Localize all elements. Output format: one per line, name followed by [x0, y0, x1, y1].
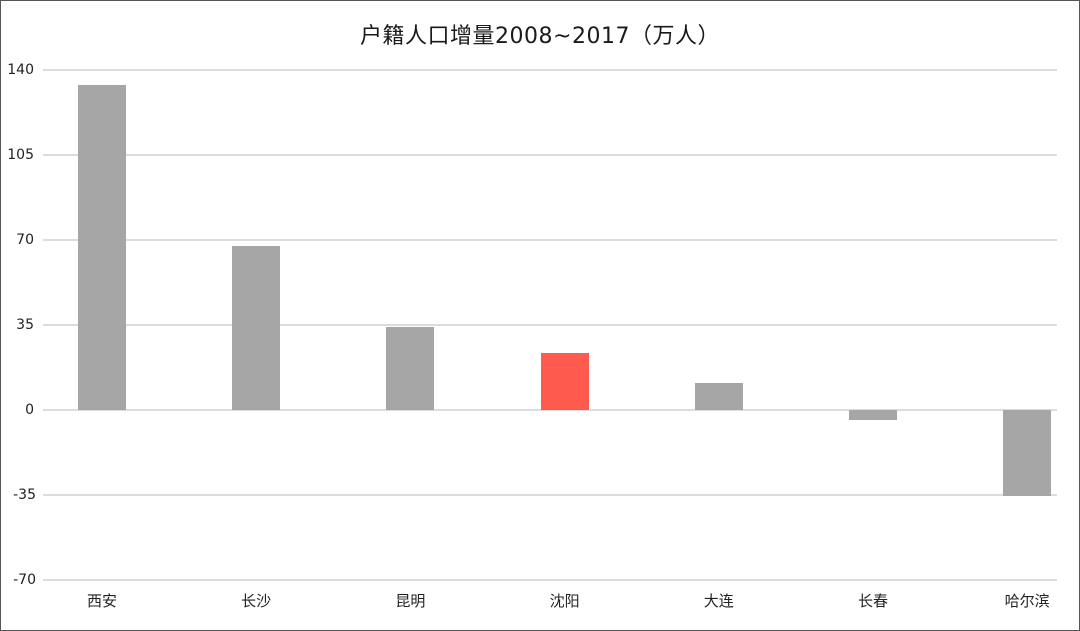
gridline [43, 409, 1057, 411]
bar-西安 [78, 84, 126, 410]
x-tick-label: 长春 [857, 592, 888, 610]
bar-沈阳 [540, 353, 589, 410]
x-tick-label: 哈尔滨 [1004, 592, 1050, 610]
y-tick-label: -70 [13, 572, 36, 588]
gridline [43, 579, 1057, 581]
x-tick-label: 长沙 [241, 592, 272, 610]
gridline [43, 494, 1057, 496]
gridline [43, 324, 1057, 326]
x-tick-label: 昆明 [395, 592, 426, 610]
bar-哈尔滨 [1003, 410, 1052, 496]
x-tick-label: 大连 [703, 592, 734, 610]
y-tick-label: 140 [7, 62, 34, 78]
bar-长春 [849, 410, 897, 420]
gridline [43, 154, 1057, 156]
y-tick-label: -35 [13, 487, 36, 503]
y-tick-label: 70 [16, 232, 34, 248]
gridline [43, 69, 1057, 71]
x-tick-label: 沈阳 [549, 592, 580, 610]
bar-大连 [694, 383, 743, 410]
y-tick-label: 35 [16, 317, 34, 333]
bar-昆明 [386, 326, 435, 410]
gridline [43, 239, 1057, 241]
y-tick-label: 0 [25, 402, 34, 418]
bar-长沙 [232, 246, 281, 410]
chart-title: 户籍人口增量2008~2017（万人） [360, 24, 720, 49]
y-tick-label: 105 [7, 147, 34, 163]
x-tick-label: 西安 [86, 592, 117, 610]
